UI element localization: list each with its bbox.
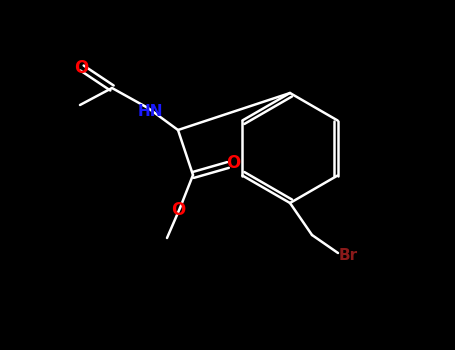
Text: HN: HN (137, 104, 163, 119)
Text: O: O (171, 201, 185, 219)
Text: Br: Br (339, 247, 358, 262)
Text: O: O (226, 154, 240, 172)
Text: O: O (74, 59, 88, 77)
